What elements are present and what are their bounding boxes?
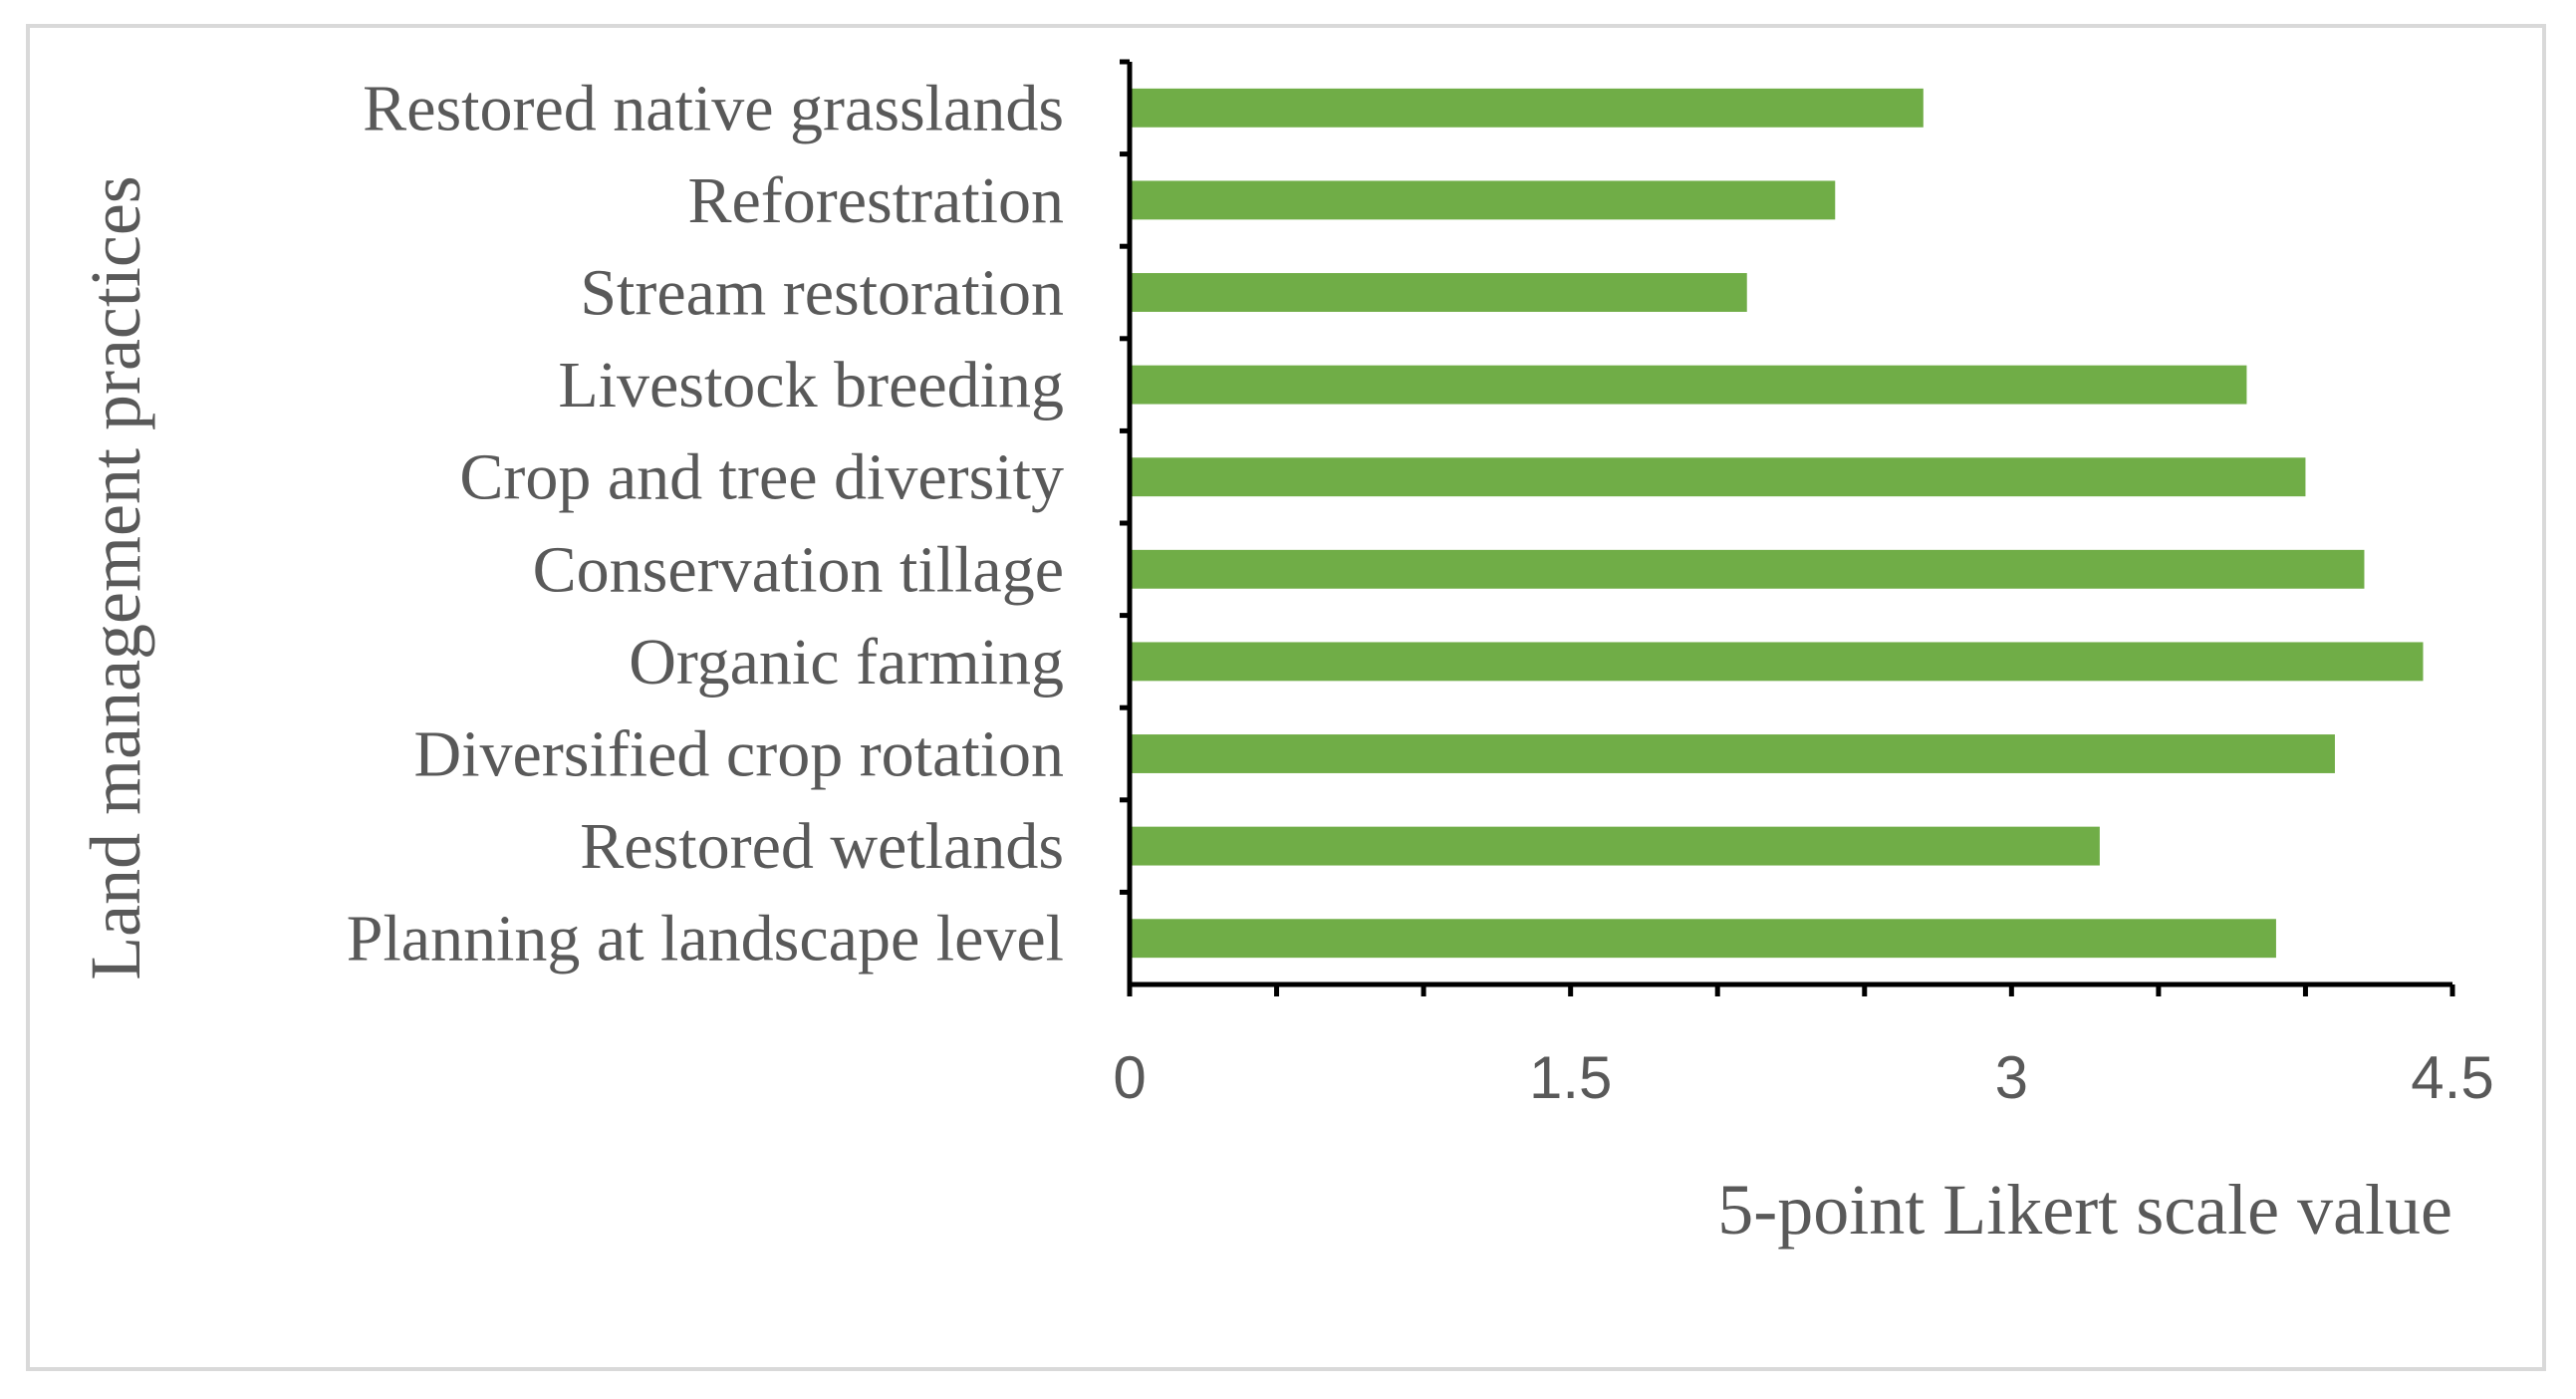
category-label-0: Restored native grasslands xyxy=(363,72,1064,144)
bar-9 xyxy=(1130,919,2276,959)
x-axis-title: 5-point Likert scale value xyxy=(1717,1170,2452,1250)
x-tick-labels-group: 0 1.5 3 4.5 xyxy=(1113,1044,2493,1111)
bars-group xyxy=(1130,88,2424,959)
bar-6 xyxy=(1130,642,2424,682)
axes-group xyxy=(1120,59,2455,996)
category-label-8: Restored wetlands xyxy=(580,810,1064,883)
category-label-9: Planning at landscape level xyxy=(347,903,1064,976)
category-label-4: Crop and tree diversity xyxy=(459,441,1064,514)
x-tick-label-3: 4.5 xyxy=(2411,1044,2493,1111)
bar-0 xyxy=(1130,88,1924,128)
category-label-1: Reforestration xyxy=(687,164,1064,237)
category-label-5: Conservation tillage xyxy=(533,533,1064,606)
x-tick-label-2: 3 xyxy=(1995,1044,2028,1111)
bar-4 xyxy=(1130,457,2306,497)
category-label-6: Organic farming xyxy=(629,626,1064,699)
y-axis-title: Land management practices xyxy=(76,175,155,980)
category-label-3: Livestock breeding xyxy=(558,349,1064,421)
category-labels-group: Restored native grasslands Reforestration… xyxy=(347,72,1064,975)
bar-7 xyxy=(1130,734,2335,773)
bar-8 xyxy=(1130,826,2100,866)
bar-5 xyxy=(1130,549,2365,589)
category-label-2: Stream restoration xyxy=(580,257,1064,330)
x-tick-label-0: 0 xyxy=(1113,1044,1146,1111)
x-tick-label-1: 1.5 xyxy=(1529,1044,1612,1111)
bar-3 xyxy=(1130,365,2247,405)
bar-2 xyxy=(1130,273,1747,312)
category-label-7: Diversified crop rotation xyxy=(414,718,1064,791)
bar-1 xyxy=(1130,180,1836,220)
chart-frame xyxy=(26,24,2546,1371)
